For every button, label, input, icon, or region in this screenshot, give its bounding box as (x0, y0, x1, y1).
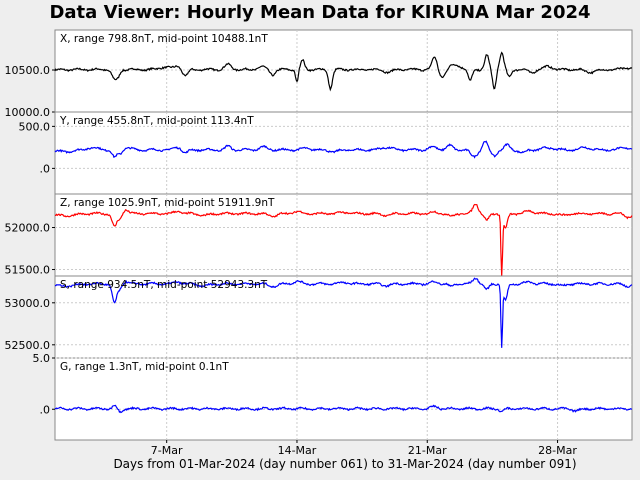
panel-x-label: X, range 798.8nT, mid-point 10488.1nT (60, 33, 268, 45)
x-tick-label: 14-Mar (278, 444, 317, 457)
x-tick-label: 21-Mar (408, 444, 447, 457)
y-tick-label: 10000.0 (5, 106, 51, 119)
series-x-line (54, 51, 633, 92)
panel-y-frame (54, 111, 633, 195)
y-tick-label: 10500.0 (5, 64, 51, 77)
x-tick-label: 28-Mar (538, 444, 577, 457)
x-tick-label: 7-Mar (151, 444, 183, 457)
y-tick-label: 52000.0 (5, 222, 51, 235)
y-tick-label: .0 (40, 403, 51, 416)
series-g-line (54, 404, 633, 414)
panel-g-label: G, range 1.3nT, mid-point 0.1nT (60, 361, 229, 373)
y-tick-label: 52500.0 (5, 339, 51, 352)
y-tick-label: 51500.0 (5, 264, 51, 277)
panel-g-frame (54, 357, 633, 441)
panel-s-label: S, range 934.5nT, mid-point 52943.3nT (60, 279, 268, 291)
y-tick-label: 500.0 (19, 120, 51, 133)
x-axis-label: Days from 01-Mar-2024 (day number 061) t… (113, 457, 577, 471)
panel-y-label: Y, range 455.8nT, mid-point 113.4nT (59, 115, 254, 127)
y-tick-label: .0 (40, 162, 51, 175)
panel-z-label: Z, range 1025.9nT, mid-point 51911.9nT (60, 197, 275, 209)
series-z-line (54, 203, 633, 277)
series-y-line (54, 140, 633, 159)
panel-z-frame (54, 193, 633, 277)
chart-title: Data Viewer: Hourly Mean Data for KIRUNA… (49, 2, 591, 23)
y-tick-label: 5.0 (33, 352, 51, 365)
y-tick-label: 53000.0 (5, 297, 51, 310)
series-s-line (55, 277, 633, 348)
